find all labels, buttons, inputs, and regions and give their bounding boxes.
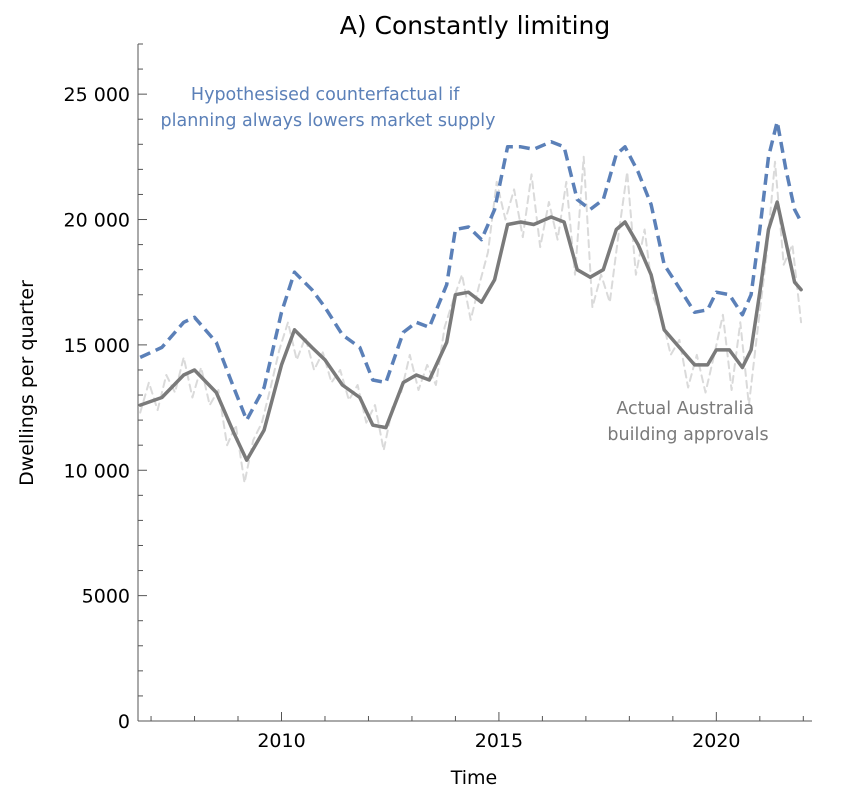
x-tick-label: 2010 [257,730,305,752]
ticks [138,43,804,722]
y-tick-label: 0 [118,711,130,733]
counterfactual-annotation: Hypothesised counterfactual if planning … [161,85,496,131]
series-layer [138,119,803,484]
counterfactual-annotation-line: Hypothesised counterfactual if [191,85,460,105]
smoothed-series-line [138,200,803,462]
counterfactual-annotation-line: planning always lowers market supply [161,111,496,131]
y-tick-label: 10 000 [64,460,130,482]
x-axis-label: Time [450,767,498,789]
axes [137,44,812,722]
actual-annotation: Actual Australia building approvals [607,399,768,445]
y-tick-label: 25 000 [64,84,130,106]
y-tick-label: 5000 [82,586,130,608]
tick-labels: 0 5000 10 000 15 000 20 000 25 000 2010 2015 202… [64,84,741,752]
actual-annotation-line: Actual Australia [616,399,754,419]
y-axis-label: Dwellings per quarter [16,280,38,486]
y-tick-label: 20 000 [64,210,130,232]
actual-annotation-line: building approvals [607,425,768,445]
counterfactual-series-line [139,119,803,422]
y-tick-label: 15 000 [64,335,130,357]
chart-title: A) Constantly limiting [340,11,611,40]
x-tick-label: 2015 [475,730,523,752]
x-tick-label: 2020 [692,730,740,752]
